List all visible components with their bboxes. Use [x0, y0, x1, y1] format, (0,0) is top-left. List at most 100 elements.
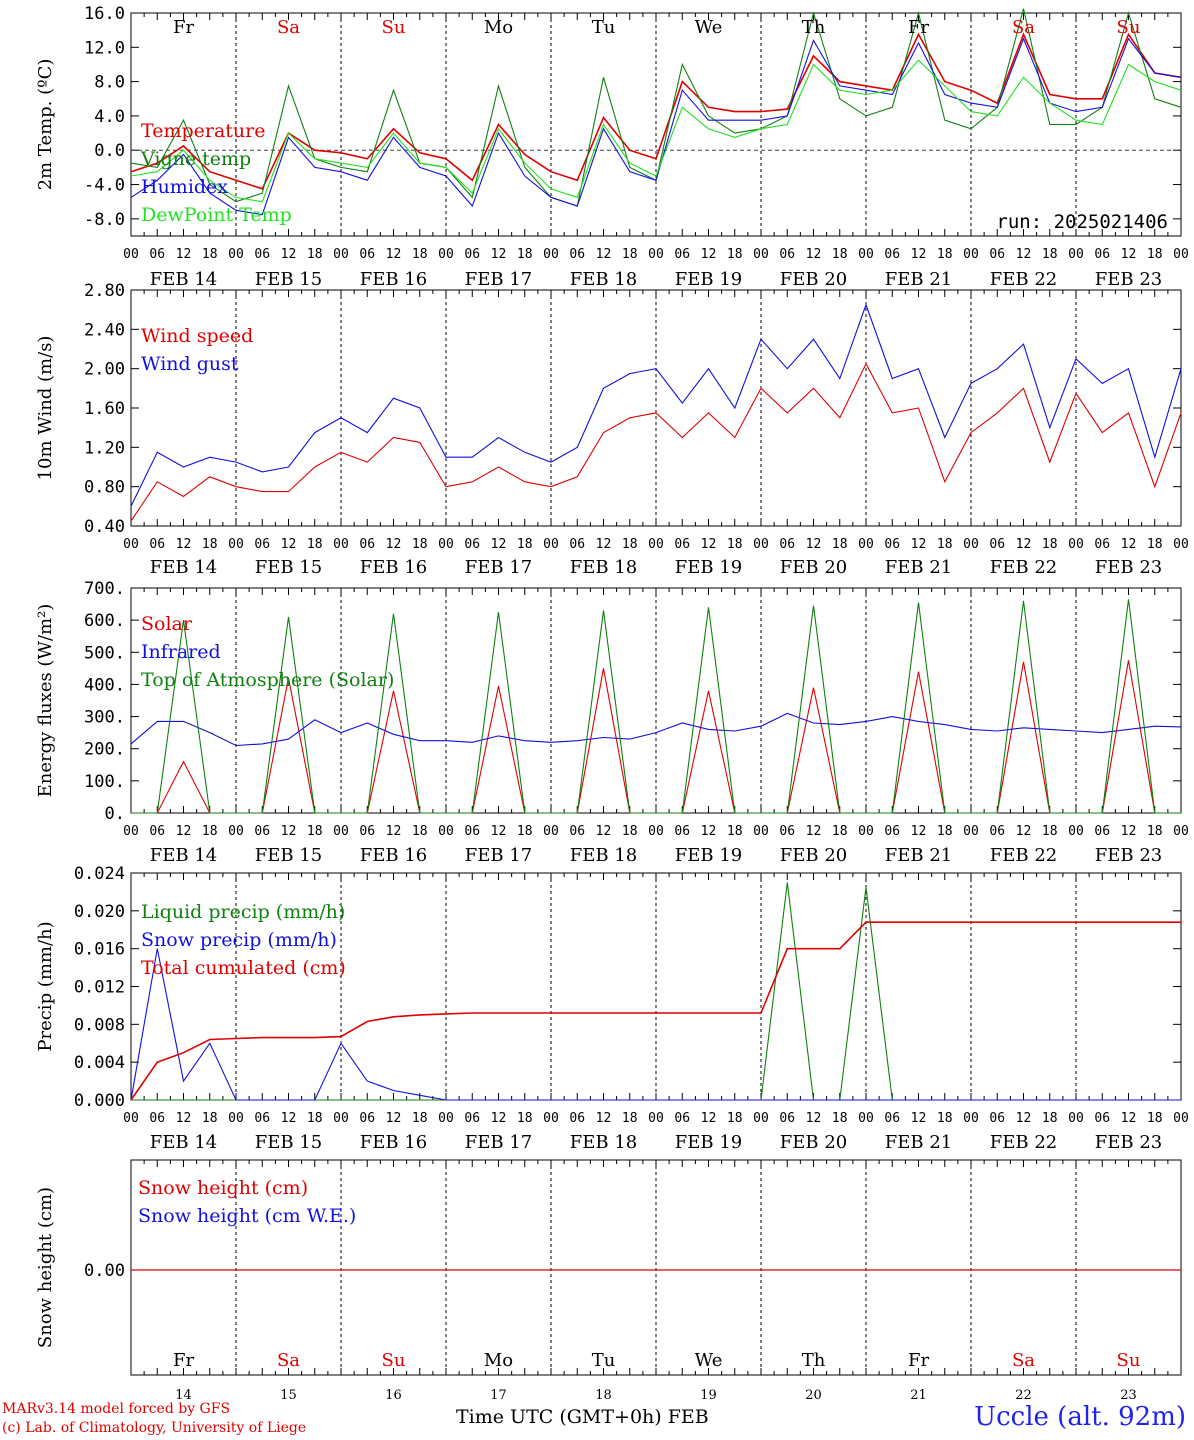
day-label-bottom: Su — [1117, 1350, 1141, 1371]
hour-label: 18 — [1147, 1111, 1163, 1126]
hour-label: 18 — [1042, 1111, 1058, 1126]
hour-label: 00 — [1068, 824, 1084, 839]
hour-label: 06 — [674, 537, 690, 552]
hour-label: 12 — [1121, 1111, 1137, 1126]
date-label: FEB 17 — [465, 557, 532, 578]
temperature-ytick-label: -4.0 — [84, 176, 125, 196]
hour-label: 18 — [1147, 537, 1163, 552]
hour-label: 00 — [753, 1111, 769, 1126]
hour-label: 12 — [596, 247, 612, 262]
day-label-top: Fr — [173, 17, 194, 38]
hour-label: 18 — [202, 1111, 218, 1126]
hour-label: 12 — [491, 824, 507, 839]
hour-label: 00 — [858, 247, 874, 262]
energy-ytick-label: 200. — [84, 740, 125, 760]
hour-label: 06 — [1094, 247, 1110, 262]
hour-label: 00 — [123, 1111, 139, 1126]
date-label: FEB 15 — [255, 557, 322, 578]
legend-total-cumulated-cm-: Total cumulated (cm) — [141, 957, 346, 979]
wind-ytick-label: 1.20 — [84, 438, 125, 458]
precip-ytick-label: 0.016 — [74, 940, 125, 960]
hour-label: 18 — [727, 824, 743, 839]
hour-label: 12 — [911, 824, 927, 839]
hour-label: 12 — [596, 537, 612, 552]
date-label: FEB 18 — [570, 1132, 637, 1153]
hour-label: 12 — [911, 247, 927, 262]
precip-ytick-label: 0.008 — [74, 1015, 125, 1035]
legend-vigne-temp: Vigne temp — [140, 148, 251, 170]
temperature-ytick-label: -8.0 — [84, 210, 125, 230]
hour-label: 00 — [543, 1111, 559, 1126]
hour-label: 06 — [464, 1111, 480, 1126]
day-number: 16 — [385, 1388, 402, 1403]
date-label: FEB 21 — [885, 845, 952, 866]
hour-label: 12 — [491, 1111, 507, 1126]
hour-label: 06 — [779, 1111, 795, 1126]
date-label: FEB 18 — [570, 269, 637, 290]
temperature-ylabel: 2m Temp. (ºC) — [35, 59, 56, 191]
hour-label: 18 — [622, 247, 638, 262]
hour-label: 12 — [386, 1111, 402, 1126]
temperature-ytick-label: 16.0 — [84, 4, 125, 24]
wind-ytick-label: 0.40 — [84, 517, 125, 537]
date-label: FEB 15 — [255, 1132, 322, 1153]
hour-label: 00 — [648, 537, 664, 552]
day-label-bottom: Sa — [1012, 1350, 1035, 1371]
hour-label: 18 — [307, 537, 323, 552]
hour-label: 00 — [648, 247, 664, 262]
hour-label: 12 — [176, 247, 192, 262]
day-number: 21 — [910, 1388, 927, 1403]
day-number: 17 — [490, 1388, 507, 1403]
day-label-top: Th — [802, 17, 826, 38]
hour-label: 06 — [989, 247, 1005, 262]
hour-label: 12 — [806, 537, 822, 552]
energy-ytick-label: 600. — [84, 611, 125, 631]
hour-label: 00 — [228, 824, 244, 839]
day-label-top: Sa — [277, 17, 300, 38]
hour-label: 00 — [438, 1111, 454, 1126]
hour-label: 12 — [386, 824, 402, 839]
day-number: 19 — [700, 1388, 717, 1403]
legend-solar: Solar — [141, 613, 193, 635]
hour-label: 06 — [884, 824, 900, 839]
temperature-series-dewpoint-temp — [130, 59, 1182, 203]
hour-label: 00 — [963, 824, 979, 839]
hour-label: 18 — [517, 537, 533, 552]
day-number: 14 — [175, 1388, 192, 1403]
hour-label: 06 — [359, 824, 375, 839]
hour-label: 12 — [701, 824, 717, 839]
hour-label: 12 — [806, 247, 822, 262]
panel-temperature — [130, 8, 1182, 237]
hour-label: 06 — [884, 1111, 900, 1126]
date-label: FEB 23 — [1095, 269, 1162, 290]
hour-label: 12 — [176, 1111, 192, 1126]
station-name: Uccle (alt. 92m) — [974, 1402, 1186, 1432]
panel-energy — [130, 587, 1182, 814]
legend-snow-height-cm-w-e-: Snow height (cm W.E.) — [138, 1205, 356, 1227]
day-label-bottom: Fr — [173, 1350, 194, 1371]
hour-label: 18 — [202, 537, 218, 552]
precip-ytick-label: 0.020 — [74, 902, 125, 922]
hour-label: 00 — [438, 247, 454, 262]
hour-label: 18 — [1042, 247, 1058, 262]
hour-label: 12 — [911, 537, 927, 552]
hour-label: 06 — [464, 824, 480, 839]
wind-series-wind-speed — [130, 362, 1182, 522]
hour-label: 18 — [937, 1111, 953, 1126]
hour-label: 18 — [622, 824, 638, 839]
hour-label: 00 — [333, 1111, 349, 1126]
date-label: FEB 21 — [885, 269, 952, 290]
day-number: 20 — [805, 1388, 822, 1403]
date-label: FEB 22 — [990, 845, 1057, 866]
day-label-bottom: Th — [802, 1350, 826, 1371]
day-label-top: Mo — [484, 17, 513, 38]
hour-label: 18 — [412, 537, 428, 552]
temperature-frame — [130, 12, 1182, 237]
hour-label: 12 — [176, 824, 192, 839]
hour-label: 06 — [464, 537, 480, 552]
hour-label: 00 — [543, 537, 559, 552]
energy-series-top-of-atmosphere-solar- — [131, 599, 1181, 814]
panel-wind — [130, 289, 1182, 527]
date-label: FEB 23 — [1095, 845, 1162, 866]
legend-dewpoint-temp: DewPoint Temp — [141, 204, 292, 226]
